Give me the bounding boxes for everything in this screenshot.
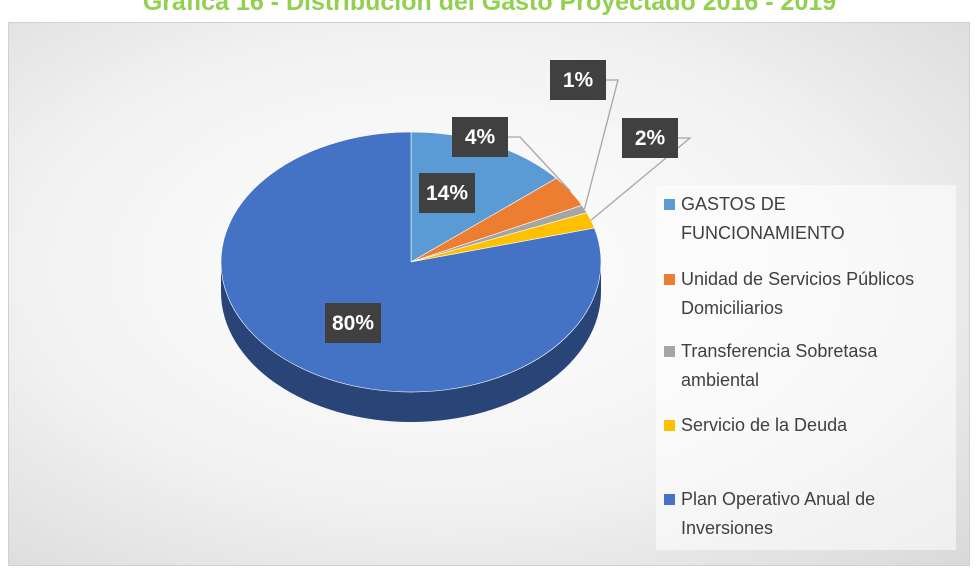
- leader-line: [583, 79, 619, 210]
- slice: [220, 131, 602, 393]
- legend-label: GASTOS DE FUNCIONAMIENTO: [681, 194, 845, 243]
- leader-line: [508, 136, 571, 192]
- legend-entry: Plan Operativo Anual de Inversiones: [664, 485, 949, 543]
- data-label-value: 80: [332, 312, 355, 335]
- legend-swatch: [664, 199, 675, 210]
- legend-entry: Transferencia Sobretasa ambiental: [664, 337, 949, 395]
- data-label-box: [452, 117, 508, 157]
- legend-label: Unidad de Servicios Públicos Domiciliari…: [681, 269, 915, 318]
- chart-title: Gráfica 16 - Distribución del Gasto Proy…: [142, 0, 837, 16]
- data-label: 1%: [563, 69, 594, 92]
- legend-entry: GASTOS DE FUNCIONAMIENTO: [664, 190, 949, 248]
- legend-label: Servicio de la Deuda: [681, 415, 848, 435]
- data-label: 14%: [426, 182, 468, 205]
- data-label-value: 2: [635, 127, 647, 150]
- data-label: 2%: [635, 127, 666, 150]
- data-label-value: 4: [465, 126, 477, 149]
- data-label-value: 1: [563, 69, 575, 92]
- data-label-value: 14: [426, 182, 450, 205]
- legend-swatch: [664, 274, 675, 285]
- legend-swatch: [664, 494, 675, 505]
- data-label-box: [622, 118, 678, 158]
- data-label: 4%: [465, 126, 496, 149]
- data-label-box: [550, 60, 606, 100]
- legend-swatch: [664, 346, 675, 357]
- legend-entry: Servicio de la Deuda: [664, 411, 949, 440]
- data-label-box: [325, 303, 381, 343]
- slice-side: [221, 262, 601, 422]
- legend-entry: Unidad de Servicios Públicos Domiciliari…: [664, 265, 949, 323]
- legend-label: Plan Operativo Anual de Inversiones: [681, 489, 876, 538]
- data-label-box: [419, 173, 475, 213]
- legend: GASTOS DE FUNCIONAMIENTO Unidad de Servic…: [656, 185, 956, 550]
- leader-line: [590, 137, 692, 221]
- legend-label: Transferencia Sobretasa ambiental: [681, 341, 878, 390]
- data-label: 80%: [332, 312, 374, 335]
- legend-swatch: [664, 420, 675, 431]
